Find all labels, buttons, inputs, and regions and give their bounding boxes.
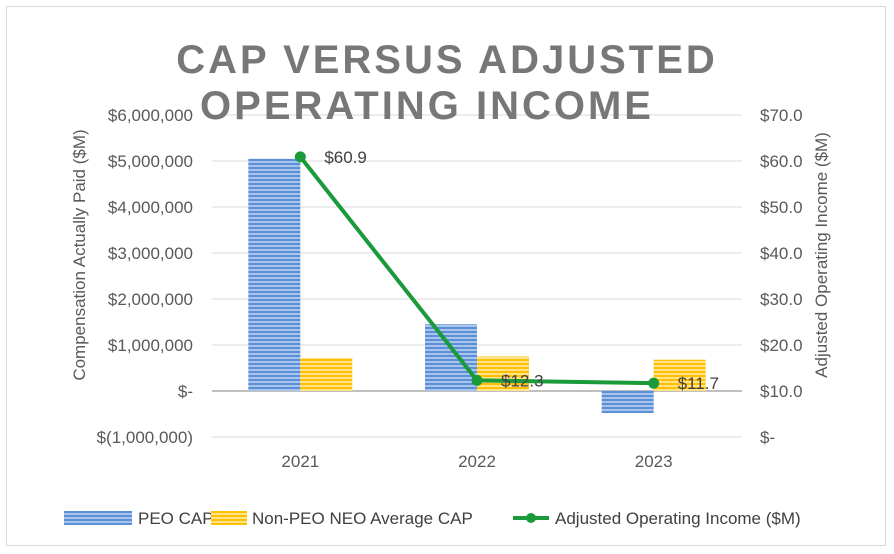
left-tick-label: $(1,000,000) xyxy=(97,428,193,447)
legend-swatch-peo-cap xyxy=(64,511,132,525)
peo-cap-bar-2021 xyxy=(248,158,301,391)
legend-swatch-marker xyxy=(526,513,536,523)
chart-title-line-2: OPERATING INCOME xyxy=(200,84,654,128)
left-tick-label: $6,000,000 xyxy=(108,106,193,125)
x-tick-label: 2021 xyxy=(281,452,319,471)
adjusted-operating-income-point-2022 xyxy=(471,374,483,386)
right-tick-label: $20.0 xyxy=(760,336,803,355)
left-tick-label: $4,000,000 xyxy=(108,198,193,217)
peo-cap-bar-2022 xyxy=(425,324,477,391)
data-label-2023: $11.7 xyxy=(678,374,719,393)
non-peo-neo-bar-2021 xyxy=(300,357,353,391)
chart-frame: $60.9 $12.3 $11.7 CAP VERSUS ADJUSTED OPER… xyxy=(6,6,886,546)
legend-label-non-peo-neo: Non-PEO NEO Average CAP xyxy=(252,509,473,528)
right-tick-label: $10.0 xyxy=(760,382,803,401)
left-tick-label: $3,000,000 xyxy=(108,244,193,263)
data-labels: $60.9 $12.3 $11.7 xyxy=(324,148,719,393)
right-tick-label: $30.0 xyxy=(760,290,803,309)
legend-label-adjusted-operating-income: Adjusted Operating Income ($M) xyxy=(555,509,801,528)
legend-label-peo-cap: PEO CAP xyxy=(138,509,214,528)
adjusted-operating-income-point-2021 xyxy=(294,151,306,163)
left-axis-ticks: $6,000,000 $5,000,000 $4,000,000 $3,000,000… xyxy=(97,106,193,447)
right-axis-label: Adjusted Operating Income ($M) xyxy=(812,132,831,378)
data-label-2022: $12.3 xyxy=(501,371,544,390)
x-tick-label: 2022 xyxy=(458,452,496,471)
chart-title-line-1: CAP VERSUS ADJUSTED xyxy=(176,38,718,82)
left-tick-label: $5,000,000 xyxy=(108,152,193,171)
peo-cap-bar-2023 xyxy=(601,391,654,414)
right-tick-label: $70.0 xyxy=(760,106,803,125)
adjusted-operating-income-point-2023 xyxy=(648,377,660,389)
left-axis-label: Compensation Actually Paid ($M) xyxy=(70,129,89,380)
right-tick-label: $40.0 xyxy=(760,244,803,263)
left-tick-label: $2,000,000 xyxy=(108,290,193,309)
right-tick-label: $60.0 xyxy=(760,152,803,171)
x-axis-ticks: 2021 2022 2023 xyxy=(281,452,672,471)
right-tick-label: $50.0 xyxy=(760,198,803,217)
line-series xyxy=(294,151,660,389)
non-peo-neo-bar-2022 xyxy=(477,356,529,391)
right-tick-label: $- xyxy=(760,428,775,447)
x-tick-label: 2023 xyxy=(635,452,673,471)
left-tick-label: $1,000,000 xyxy=(108,336,193,355)
bars xyxy=(248,158,706,414)
chart-svg: $60.9 $12.3 $11.7 CAP VERSUS ADJUSTED OPER… xyxy=(64,38,831,528)
right-axis-ticks: $70.0 $60.0 $50.0 $40.0 $30.0 $20.0 $10.0 $- xyxy=(760,106,803,447)
legend-swatch-non-peo-neo xyxy=(211,511,247,525)
data-label-2021: $60.9 xyxy=(324,148,367,167)
left-tick-label: $- xyxy=(178,382,193,401)
legend[interactable]: PEO CAP Non-PEO NEO Average CAP Adjusted… xyxy=(64,509,801,528)
non-peo-neo-bar-2023 xyxy=(653,359,706,391)
